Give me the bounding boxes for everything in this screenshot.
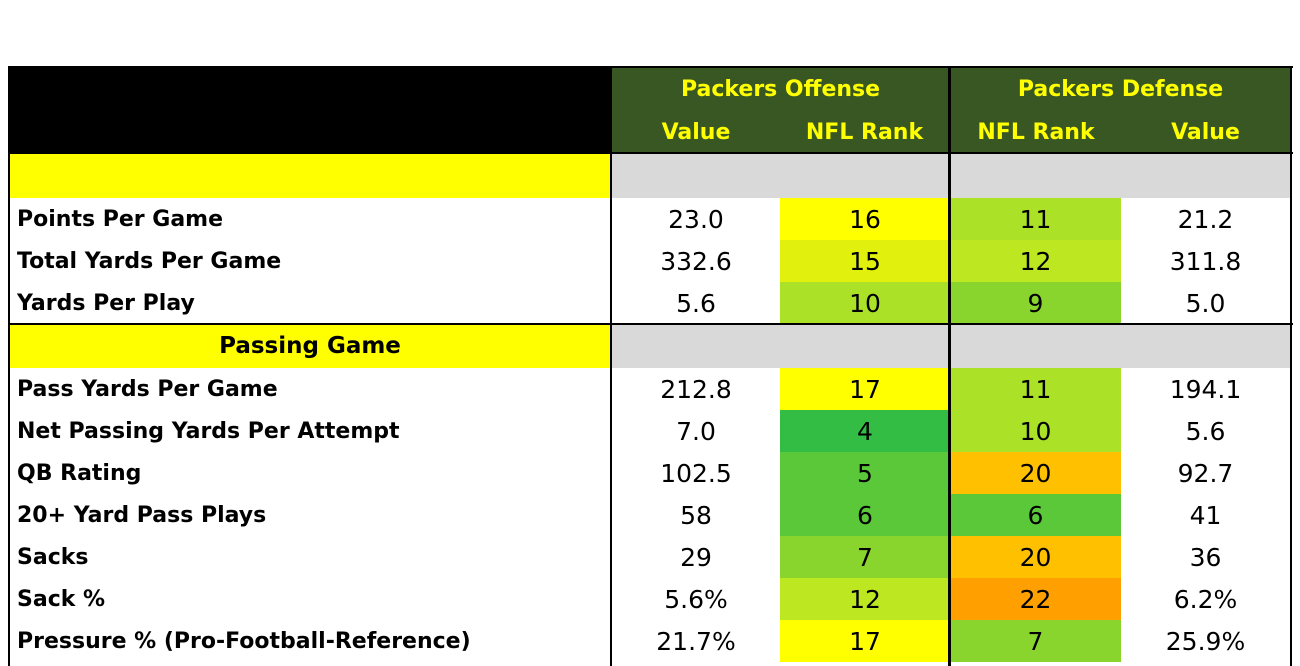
offense-rank-cell: 12 [780, 578, 950, 620]
row-label: Sack % [17, 586, 106, 612]
section-rule [8, 323, 1293, 325]
offense-value-cell: 332.6 [660, 246, 732, 276]
row-label: Pressure % (Pro-Football-Reference) [17, 628, 471, 654]
defense-rank-cell: 20 [950, 536, 1121, 578]
offense-header: Packers Offense [612, 68, 949, 110]
row-label: Sacks [17, 544, 89, 570]
row-label: Pass Yards Per Game [17, 376, 278, 402]
offense-value-cell: 102.5 [660, 458, 732, 488]
defense-rank-cell: 6 [950, 494, 1121, 536]
offense-value-cell: 5.6 [676, 288, 716, 318]
offense-rank-cell: 5 [780, 452, 950, 494]
table-border-top [8, 66, 1293, 68]
defense-rank-col-header: NFL Rank [951, 110, 1121, 154]
offense-rank-col-header: NFL Rank [780, 110, 949, 154]
offense-value-cell: 5.6% [664, 584, 728, 614]
defense-value-col-header: Value [1121, 110, 1290, 154]
offense-value-cell: 29 [680, 542, 712, 572]
defense-value-cell: 6.2% [1173, 584, 1238, 614]
table-border-left [8, 66, 10, 666]
defense-value-cell: 25.9% [1165, 626, 1246, 656]
defense-rank-cell: 22 [950, 578, 1121, 620]
defense-value-cell: 36 [1189, 542, 1222, 572]
offense-value-cell: 7.0 [676, 416, 716, 446]
defense-value-cell: 92.7 [1177, 458, 1234, 488]
defense-value-cell: 311.8 [1169, 246, 1242, 276]
offense-rank-cell: 7 [780, 536, 950, 578]
offense-rank-cell: 6 [780, 494, 950, 536]
offense-rank-cell: 10 [780, 282, 950, 324]
offense-defense-divider [948, 66, 951, 666]
section-title: Passing Game [10, 324, 610, 368]
defense-rank-cell: 10 [950, 410, 1121, 452]
offense-value-col-header: Value [612, 110, 780, 154]
defense-rank-cell: 12 [950, 240, 1121, 282]
row-label: Yards Per Play [17, 290, 195, 316]
defense-value-cell: 21.2 [1177, 204, 1234, 234]
defense-rank-cell: 9 [950, 282, 1121, 324]
row-label: Points Per Game [17, 206, 224, 232]
row-label: QB Rating [17, 460, 142, 486]
label-column-rule [610, 66, 612, 666]
row-label: Net Passing Yards Per Attempt [17, 418, 400, 444]
defense-value-cell: 41 [1189, 500, 1222, 530]
stats-table: Packers Offense Packers Defense Value NF… [8, 66, 1293, 666]
defense-rank-cell: 20 [950, 452, 1121, 494]
defense-header: Packers Defense [951, 68, 1290, 110]
offense-rank-cell: 4 [780, 410, 950, 452]
offense-rank-cell: 16 [780, 198, 950, 240]
defense-rank-cell: 11 [950, 368, 1121, 410]
offense-value-cell: 212.8 [660, 374, 732, 404]
row-label: 20+ Yard Pass Plays [17, 502, 267, 528]
offense-value-cell: 58 [680, 500, 712, 530]
section-band [612, 324, 1290, 368]
defense-rank-cell: 11 [950, 198, 1121, 240]
offense-rank-cell: 15 [780, 240, 950, 282]
header-bottom-rule [8, 152, 1293, 154]
offense-rank-cell: 17 [780, 368, 950, 410]
offense-value-cell: 23.0 [668, 204, 724, 234]
table-border-right [1290, 66, 1292, 666]
section-title [10, 154, 610, 198]
defense-value-cell: 5.6 [1185, 416, 1226, 446]
header-corner [10, 68, 610, 154]
defense-value-cell: 194.1 [1169, 374, 1242, 404]
offense-value-cell: 21.7% [656, 626, 736, 656]
offense-rank-cell: 17 [780, 620, 950, 662]
defense-value-cell: 5.0 [1185, 288, 1226, 318]
row-label: Total Yards Per Game [17, 248, 282, 274]
defense-rank-cell: 7 [950, 620, 1121, 662]
section-band [612, 154, 1290, 198]
